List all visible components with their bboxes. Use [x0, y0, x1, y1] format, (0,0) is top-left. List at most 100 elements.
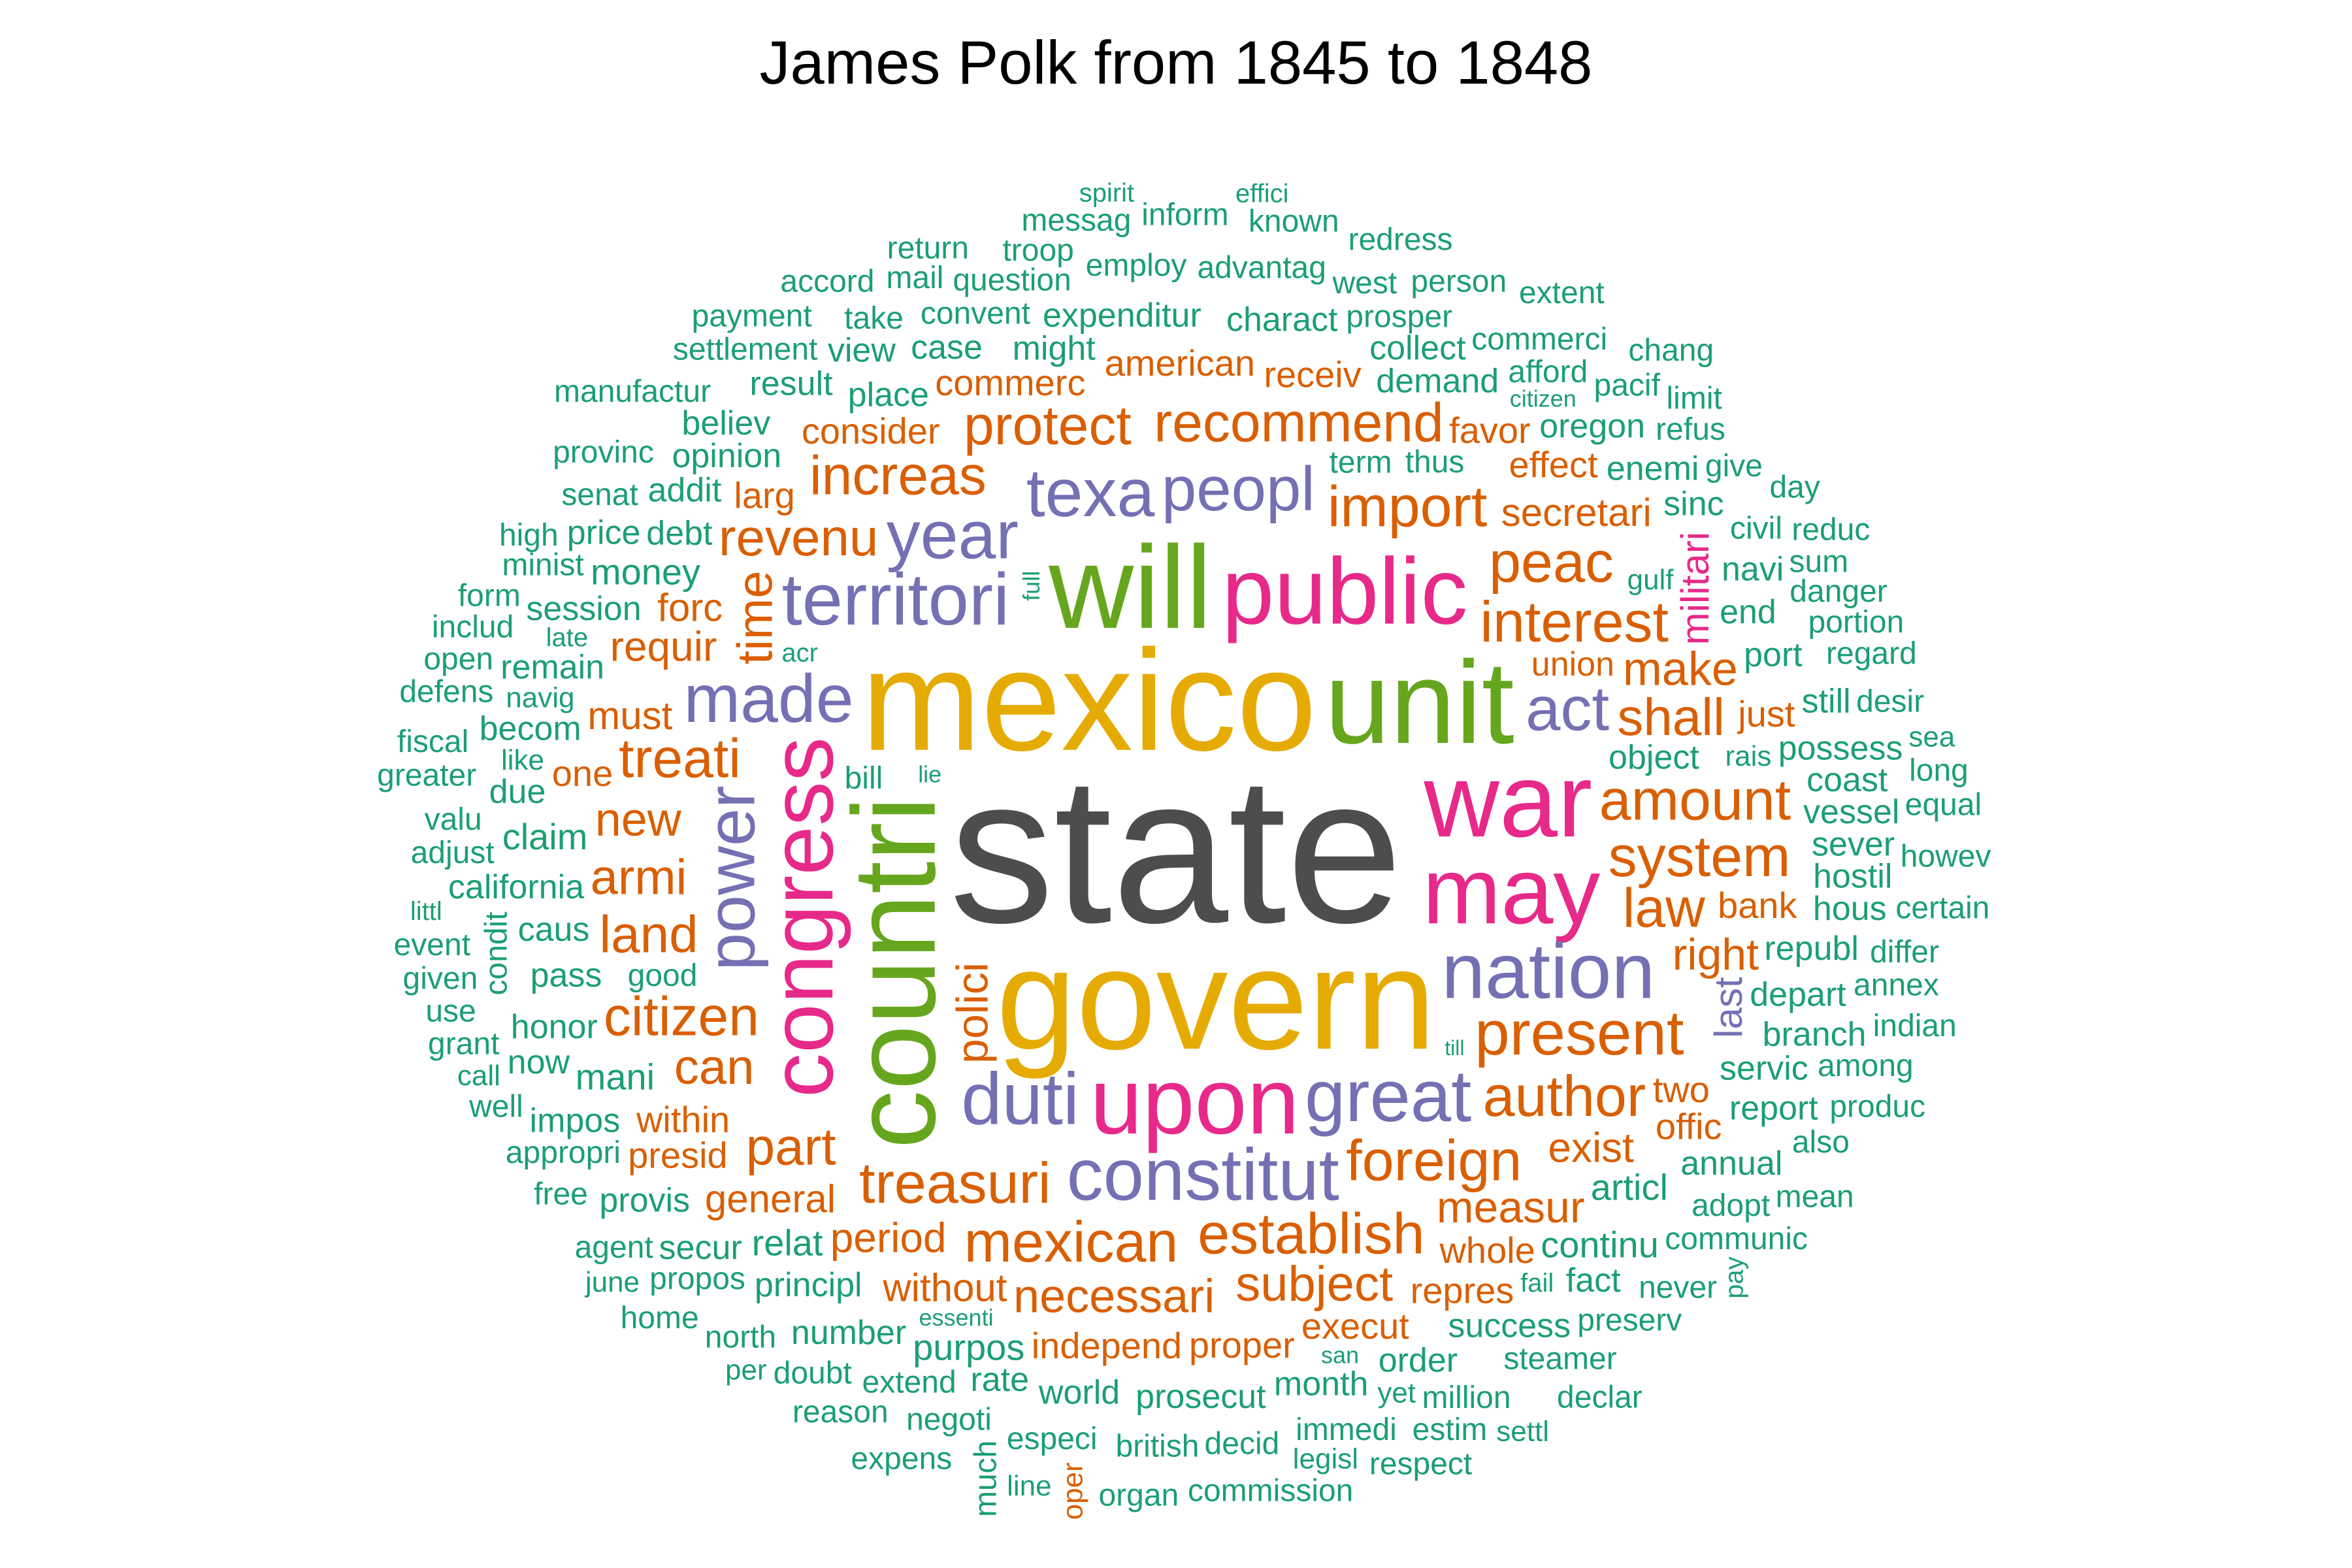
- word-greater: greater: [377, 759, 476, 793]
- word-without: without: [882, 1266, 1007, 1309]
- word-union: union: [1531, 645, 1614, 683]
- word-proper: proper: [1189, 1324, 1295, 1365]
- word-purpos: purpos: [913, 1326, 1024, 1367]
- word-advantag: advantag: [1197, 251, 1326, 286]
- word-author: author: [1483, 1064, 1646, 1128]
- word-subject: subject: [1235, 1256, 1393, 1312]
- word-opinion: opinion: [672, 437, 781, 475]
- word-larg: larg: [734, 474, 794, 515]
- word-act: act: [1526, 674, 1609, 744]
- word-west: west: [1332, 266, 1397, 301]
- word-mexico: mexico: [861, 620, 1316, 781]
- word-servic: servic: [1720, 1050, 1808, 1088]
- word-san: san: [1321, 1341, 1359, 1368]
- word-employ: employ: [1086, 248, 1187, 283]
- word-foreign: foreign: [1346, 1128, 1522, 1193]
- word-prosper: prosper: [1346, 300, 1452, 335]
- word-form: form: [458, 578, 521, 613]
- word-principl: principl: [755, 1266, 862, 1304]
- word-adjust: adjust: [411, 836, 495, 870]
- word-peopl: peopl: [1162, 454, 1315, 524]
- word-much: much: [969, 1441, 1004, 1517]
- word-commission: commission: [1188, 1474, 1353, 1509]
- word-collect: collect: [1369, 329, 1466, 367]
- word-upon: upon: [1090, 1049, 1299, 1154]
- word-organ: organ: [1098, 1478, 1179, 1512]
- word-offic: offic: [1656, 1106, 1722, 1147]
- word-manufactur: manufactur: [554, 374, 711, 409]
- word-militari: militari: [1673, 532, 1717, 645]
- word-congress: congress: [752, 737, 851, 1098]
- word-day: day: [1769, 470, 1820, 504]
- word-like: like: [501, 744, 544, 776]
- word-increas: increas: [809, 445, 987, 506]
- word-session: session: [526, 590, 641, 628]
- word-home: home: [621, 1301, 699, 1335]
- word-settlement: settlement: [673, 332, 817, 367]
- word-forc: forc: [657, 585, 723, 629]
- word-duti: duti: [961, 1058, 1079, 1139]
- word-bank: bank: [1718, 885, 1797, 926]
- word-claim: claim: [502, 816, 588, 857]
- word-high: high: [499, 518, 559, 553]
- word-redress: redress: [1348, 223, 1452, 257]
- word-secretari: secretari: [1501, 491, 1652, 534]
- word-till: till: [1445, 1036, 1464, 1060]
- word-payment: payment: [692, 299, 812, 333]
- word-citizen: citizen: [604, 985, 759, 1047]
- word-believ: believ: [681, 404, 770, 442]
- word-navi: navi: [1722, 550, 1784, 588]
- word-public: public: [1222, 538, 1467, 644]
- word-money: money: [591, 551, 700, 592]
- word-free: free: [534, 1177, 588, 1212]
- word-price: price: [567, 514, 641, 552]
- word-nation: nation: [1441, 927, 1655, 1015]
- word-messag: messag: [1021, 203, 1131, 238]
- word-interest: interest: [1480, 589, 1669, 654]
- word-fiscal: fiscal: [397, 725, 468, 759]
- word-provis: provis: [599, 1182, 690, 1220]
- word-time: time: [727, 570, 783, 664]
- word-now: now: [508, 1043, 570, 1081]
- word-shall: shall: [1617, 688, 1725, 746]
- word-declar: declar: [1557, 1380, 1642, 1414]
- word-must: must: [587, 694, 672, 738]
- word-present: present: [1475, 998, 1684, 1068]
- word-honor: honor: [511, 1008, 598, 1046]
- word-law: law: [1623, 877, 1705, 938]
- word-known: known: [1249, 204, 1339, 239]
- word-condit: condit: [480, 911, 514, 995]
- word-prosecut: prosecut: [1135, 1378, 1266, 1416]
- word-make: make: [1623, 644, 1738, 696]
- word-portion: portion: [1808, 605, 1904, 640]
- word-govern: govern: [996, 919, 1436, 1079]
- word-enemi: enemi: [1607, 449, 1699, 487]
- word-expens: expens: [851, 1441, 952, 1476]
- word-term: term: [1330, 446, 1392, 480]
- word-lie: lie: [918, 760, 941, 787]
- word-mean: mean: [1776, 1180, 1854, 1215]
- word-also: also: [1792, 1125, 1850, 1160]
- word-reason: reason: [792, 1395, 889, 1429]
- word-fail: fail: [1520, 1269, 1554, 1298]
- word-sever: sever: [1812, 825, 1895, 863]
- word-independ: independ: [1032, 1325, 1182, 1366]
- word-general: general: [705, 1177, 836, 1221]
- word-month: month: [1274, 1365, 1369, 1403]
- word-requir: requir: [610, 623, 717, 670]
- word-fact: fact: [1566, 1262, 1621, 1299]
- word-will: will: [1048, 522, 1212, 653]
- word-produc: produc: [1829, 1090, 1925, 1124]
- word-mexican: mexican: [964, 1209, 1179, 1274]
- word-north: north: [705, 1320, 776, 1355]
- word-afford: afford: [1508, 355, 1588, 389]
- word-articl: articl: [1591, 1166, 1668, 1207]
- word-land: land: [599, 905, 698, 963]
- word-troop: troop: [1002, 233, 1073, 268]
- word-call: call: [457, 1060, 500, 1092]
- word-refus: refus: [1656, 412, 1725, 447]
- word-citizen: citizen: [1510, 385, 1576, 412]
- word-continu: continu: [1541, 1224, 1659, 1265]
- word-establish: establish: [1198, 1201, 1424, 1266]
- word-period: period: [830, 1215, 947, 1262]
